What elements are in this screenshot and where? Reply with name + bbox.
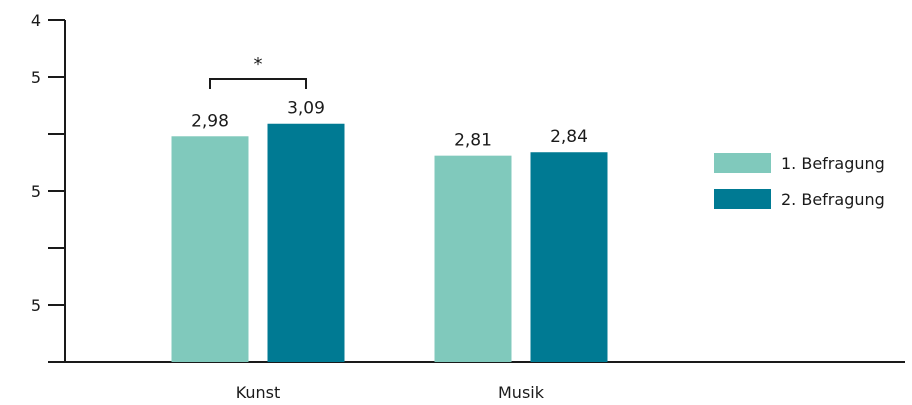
category-labels: Kunst Musik xyxy=(236,383,545,402)
legend-label: 2. Befragung xyxy=(781,190,885,209)
significance-marker: * xyxy=(254,54,263,75)
bar xyxy=(434,155,512,362)
y-tick-label: 5 xyxy=(31,68,41,87)
y-tick-label: 4 xyxy=(31,11,41,30)
significance-line xyxy=(209,78,307,89)
data-label: 3,09 xyxy=(287,99,325,119)
data-label: 2,81 xyxy=(454,131,492,151)
data-label: 2,98 xyxy=(191,111,229,131)
legend-swatch xyxy=(714,153,771,173)
y-tick-label: 5 xyxy=(31,296,41,315)
category-label: Kunst xyxy=(236,383,281,402)
legend-swatch xyxy=(714,189,771,209)
bars xyxy=(171,123,608,363)
legend: 1. Befragung 2. Befragung xyxy=(714,153,885,209)
category-label: Musik xyxy=(498,383,545,402)
data-label: 2,84 xyxy=(550,127,588,147)
bar xyxy=(171,136,249,362)
y-tick-label: 5 xyxy=(31,182,41,201)
data-labels: 2,98 3,09 2,81 2,84 xyxy=(191,99,588,151)
bar xyxy=(530,152,608,362)
legend-label: 1. Befragung xyxy=(781,154,885,173)
significance-bracket: * xyxy=(209,54,307,89)
bar xyxy=(267,123,345,363)
